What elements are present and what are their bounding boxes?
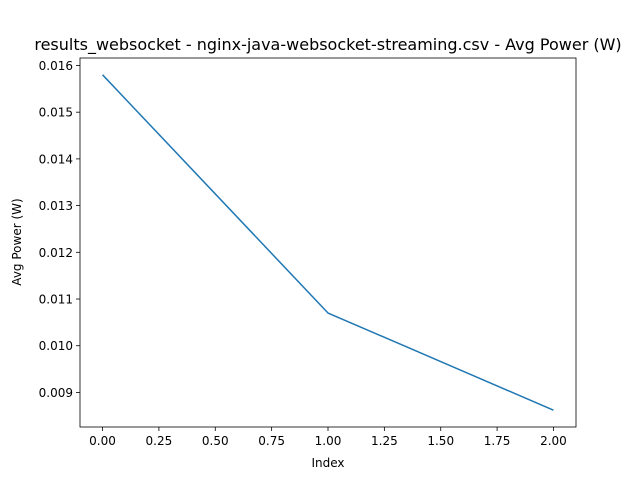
y-axis-label: Avg Power (W) xyxy=(10,198,24,285)
series-line-0 xyxy=(102,74,554,411)
y-tick-label: 0.012 xyxy=(39,246,73,260)
y-tick-label: 0.010 xyxy=(39,339,73,353)
x-tick-label: 1.25 xyxy=(371,434,398,448)
x-tick-label: 1.75 xyxy=(484,434,511,448)
y-tick-label: 0.014 xyxy=(39,152,73,166)
x-tick-label: 2.00 xyxy=(540,434,567,448)
y-tick-label: 0.015 xyxy=(39,106,73,120)
plot-area: 0.00 0.25 0.50 0.75 1.00 1.25 1.50 1.75 2.00 0.00… xyxy=(39,57,577,448)
y-tick-label: 0.009 xyxy=(39,386,73,400)
x-tick-label: 0.00 xyxy=(89,434,116,448)
chart-title: results_websocket - nginx-java-websocket… xyxy=(34,35,621,55)
y-tick-label: 0.013 xyxy=(39,199,73,213)
x-tick-label: 1.50 xyxy=(427,434,454,448)
x-tick-label: 1.00 xyxy=(315,434,342,448)
x-tick-label: 0.75 xyxy=(258,434,285,448)
y-tick-label: 0.016 xyxy=(39,59,73,73)
x-tick-label: 0.50 xyxy=(202,434,229,448)
x-tick-label: 0.25 xyxy=(146,434,173,448)
y-tick-label: 0.011 xyxy=(39,293,73,307)
axes-frame xyxy=(79,57,577,428)
x-axis-label: Index xyxy=(311,456,344,470)
